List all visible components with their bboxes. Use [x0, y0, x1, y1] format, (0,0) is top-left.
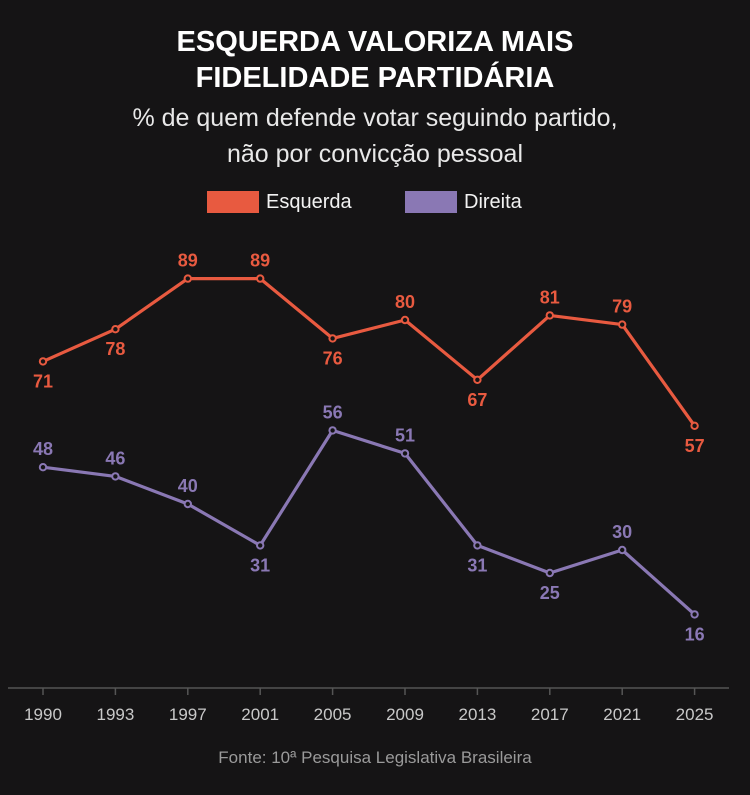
data-label-direita-2005: 56: [323, 402, 343, 422]
data-label-direita-1990: 48: [33, 439, 53, 459]
data-label-esquerda-2025: 57: [685, 436, 705, 456]
data-label-esquerda-1993: 78: [105, 339, 125, 359]
data-point-esquerda-2009: [400, 315, 410, 325]
data-point-direita-2001: [256, 541, 265, 550]
data-point-direita-1993: [111, 472, 120, 481]
data-point-esquerda-1993: [111, 325, 120, 334]
data-label-esquerda-2013: 67: [467, 390, 487, 410]
chart-subtitle-line-2: não por convicção pessoal: [226, 140, 524, 168]
legend-item-direita: Direita: [405, 188, 522, 216]
x-tick-label-2017: 2017: [531, 705, 569, 724]
legend-label-esquerda: Esquerda: [266, 190, 352, 213]
data-label-esquerda-2017: 81: [540, 287, 560, 307]
data-point-esquerda-2025: [690, 421, 699, 430]
x-tick-label-1993: 1993: [96, 705, 134, 724]
x-tick-label-2025: 2025: [676, 705, 714, 724]
data-point-direita-2005: [328, 426, 337, 435]
data-label-esquerda-2005: 76: [323, 348, 343, 368]
data-label-esquerda-1997: 89: [178, 251, 198, 271]
x-tick-label-2009: 2009: [386, 705, 424, 724]
line-chart: 1990 1993 1997 2001 2005 2009 2013 2017 2021 2025…: [8, 251, 729, 724]
source-note: Fonte: 10ª Pesquisa Legislativa Brasilei…: [218, 748, 532, 767]
data-point-direita-2017: [545, 568, 554, 578]
data-point-direita-1997: [183, 499, 193, 509]
series-line-esquerda: [41, 277, 697, 428]
legend-label-direita: Direita: [464, 190, 522, 213]
data-label-direita-2001: 31: [250, 555, 270, 575]
data-label-esquerda-1990: 71: [33, 371, 53, 391]
chart-title: ESQUERDA VALORIZA MAIS FIDELIDADE PARTID…: [0, 24, 750, 96]
data-label-direita-2025: 16: [685, 624, 705, 644]
x-tick-label-2021: 2021: [603, 705, 641, 724]
data-label-direita-2013: 31: [467, 555, 487, 575]
chart-subtitle: % de quem defende votar seguindo partido…: [0, 100, 750, 172]
chart-title-line-2: FIDELIDADE PARTIDÁRIA: [195, 62, 555, 94]
data-point-esquerda-2021: [618, 320, 627, 329]
x-tick-label-2005: 2005: [314, 705, 352, 724]
data-point-direita-2013: [473, 541, 482, 550]
data-label-direita-1997: 40: [178, 476, 198, 496]
data-point-direita-2021: [618, 545, 627, 555]
data-label-esquerda-2009: 80: [395, 292, 415, 312]
data-label-esquerda-2021: 79: [612, 297, 632, 317]
legend-item-esquerda: Esquerda: [207, 188, 352, 216]
data-point-esquerda-1997: [183, 274, 193, 283]
chart-subtitle-line-1: % de quem defende votar seguindo partido…: [132, 104, 618, 132]
data-label-direita-1993: 46: [105, 448, 125, 468]
data-point-direita-2009: [400, 449, 410, 458]
data-label-direita-2017: 25: [540, 583, 560, 603]
x-tick-label-1990: 1990: [24, 705, 62, 724]
legend-swatch-esquerda: [207, 191, 259, 213]
x-tick-label-2001: 2001: [241, 705, 279, 724]
data-label-esquerda-2001: 89: [250, 251, 270, 271]
chart-title-line-1: ESQUERDA VALORIZA MAIS: [176, 26, 574, 58]
data-point-esquerda-1990: [38, 357, 48, 366]
series-line-direita: [41, 428, 697, 617]
data-point-esquerda-2013: [473, 375, 482, 384]
data-label-direita-2021: 30: [612, 522, 632, 542]
legend: Esquerda Direita: [0, 188, 750, 216]
x-tick-label-2013: 2013: [458, 705, 496, 724]
data-point-esquerda-2001: [256, 274, 265, 283]
data-point-esquerda-2005: [328, 334, 337, 343]
data-point-esquerda-2017: [545, 311, 554, 320]
data-label-direita-2009: 51: [395, 425, 415, 445]
x-tick-label-1997: 1997: [169, 705, 207, 724]
data-point-direita-1990: [38, 463, 48, 472]
legend-swatch-direita: [405, 191, 457, 213]
data-point-direita-2025: [690, 610, 699, 619]
